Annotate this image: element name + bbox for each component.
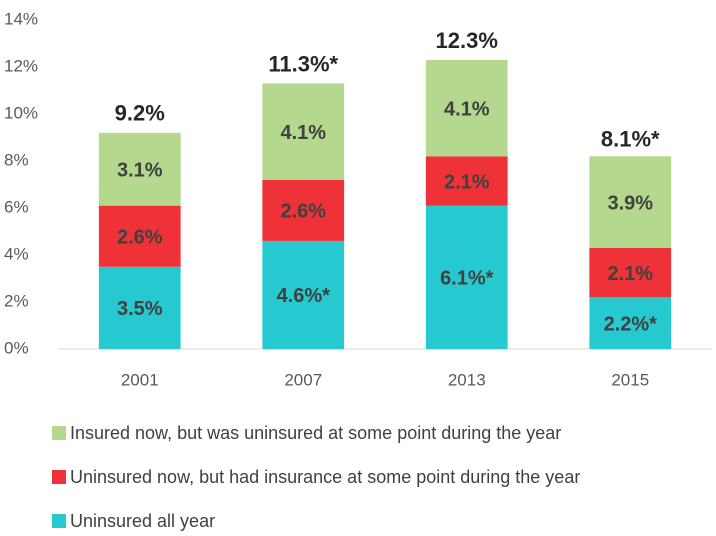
- y-tick-label: 6%: [4, 197, 29, 216]
- data-label: 2.1%: [444, 171, 490, 193]
- y-tick-label: 0%: [4, 338, 29, 357]
- data-label: 3.5%: [117, 298, 163, 320]
- bar-segment: [589, 297, 672, 349]
- total-label: 11.3%*: [268, 51, 338, 76]
- y-tick-label: 10%: [4, 103, 38, 122]
- x-tick-label: 2001: [121, 370, 159, 389]
- legend-swatch: [52, 514, 66, 528]
- data-label: 4.1%: [280, 122, 326, 144]
- bar-segment: [589, 247, 672, 298]
- legend-label: Insured now, but was uninsured at some p…: [70, 423, 561, 443]
- total-label: 9.2%: [115, 101, 165, 126]
- data-label: 4.1%: [444, 98, 490, 120]
- data-label: 2.1%: [607, 263, 653, 285]
- data-label: 2.6%: [280, 201, 326, 223]
- bar-segment: [425, 205, 508, 349]
- y-tick-label: 14%: [4, 9, 38, 28]
- bar-segment: [98, 266, 181, 349]
- bar-segment: [98, 132, 181, 206]
- data-label: 2.2%*: [604, 313, 658, 335]
- data-label: 4.6%*: [277, 285, 331, 307]
- legend-label: Uninsured now, but had insurance at some…: [70, 467, 580, 487]
- data-label: 3.9%: [607, 192, 653, 214]
- total-label: 8.1%*: [601, 126, 660, 151]
- data-label: 2.6%: [117, 226, 163, 248]
- x-tick-label: 2007: [284, 370, 322, 389]
- y-tick-label: 8%: [4, 150, 29, 169]
- legend-label: Uninsured all year: [70, 511, 215, 531]
- legend-swatch: [52, 470, 66, 484]
- bar-segment: [98, 205, 181, 267]
- bar-segment: [262, 83, 345, 180]
- x-tick-label: 2013: [448, 370, 486, 389]
- legend-swatch: [52, 426, 66, 440]
- bar-segment: [425, 156, 508, 206]
- bar-segment: [425, 59, 508, 157]
- y-tick-label: 12%: [4, 56, 38, 75]
- y-tick-label: 4%: [4, 244, 29, 263]
- y-tick-label: 2%: [4, 291, 29, 310]
- x-tick-label: 2015: [611, 370, 649, 389]
- data-label: 6.1%*: [440, 268, 494, 290]
- data-label: 3.1%: [117, 160, 163, 182]
- total-label: 12.3%: [436, 28, 498, 53]
- bar-segment: [262, 179, 345, 241]
- bar-segment: [262, 240, 345, 349]
- bar-segment: [589, 156, 672, 248]
